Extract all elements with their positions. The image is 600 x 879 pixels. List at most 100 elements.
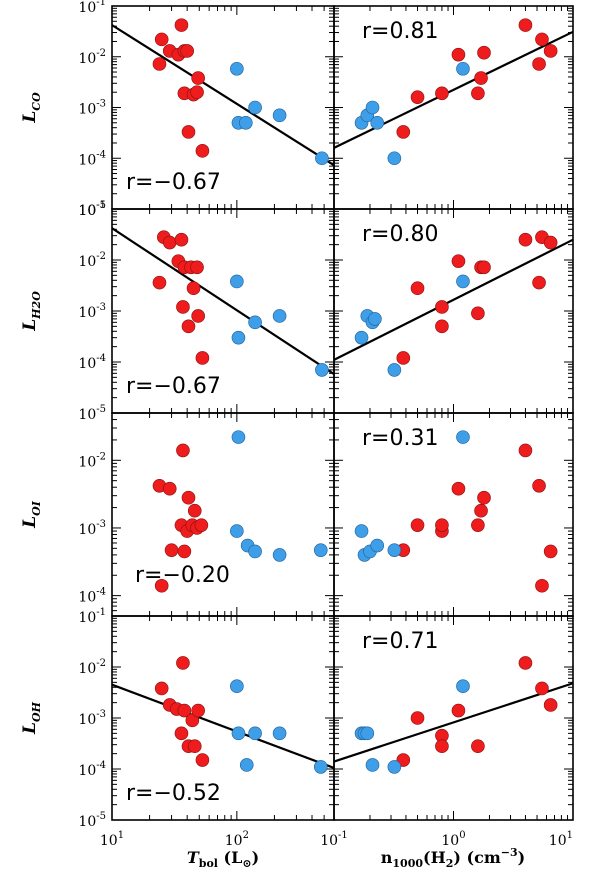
point-blue [231,726,246,741]
ytick-label: 10-5 [78,811,106,830]
point-red [471,518,485,532]
point-red [532,478,546,493]
point-blue [272,108,287,123]
panel-oh-right: r=0.71 10-1 100 101 [320,615,574,849]
point-red [176,443,190,458]
ytick-label: 10-4 [78,760,106,779]
point-blue [370,538,385,553]
point-blue [272,726,287,741]
point-red [435,86,449,101]
point-red [180,44,194,58]
point-red [154,681,169,696]
point-red [154,32,169,47]
point-red [195,144,210,158]
point-blue [370,115,385,130]
ytick-label: 10-3 [78,302,106,321]
point-blue [456,679,470,694]
panel-h2o-right: r=0.80 [333,208,574,414]
ytick-label: 10-4 [78,587,106,606]
point-red [154,578,169,593]
point-blue [360,726,375,741]
point-red [162,235,177,250]
ytick-label: 10-4 [78,353,106,372]
point-red [177,544,192,559]
xlabel-right: n1000(H2) (cm−3) [381,846,525,870]
point-blue [313,543,328,557]
point-blue [315,151,329,166]
point-red [471,86,485,101]
point-red [451,254,466,268]
point-red [174,18,189,32]
point-blue [248,544,262,559]
point-red [396,351,411,365]
point-red [410,711,425,725]
point-blue [456,61,470,76]
point-blue [239,115,253,130]
point-red [518,443,533,458]
correlation-label: r=−0.67 [126,374,221,399]
correlation-label: r=−0.67 [126,170,221,195]
point-red [187,503,202,518]
panel-co-right: r=0.81 [333,5,574,210]
correlation-label: r=0.71 [362,629,438,654]
point-blue [456,274,470,289]
point-blue [230,679,244,694]
ylabel-oi: LOI [20,500,43,529]
xtick-label: 101 [549,830,573,849]
point-blue [272,309,287,323]
point-blue [368,312,382,326]
correlation-label: r=0.31 [362,426,438,451]
point-red [410,281,425,295]
point-red [410,518,425,532]
ytick-label: 10-5 [78,200,106,219]
point-blue [387,363,402,377]
point-blue [248,315,262,330]
ytick-label: 10-5 [78,404,106,423]
point-red [543,698,558,712]
point-red [435,739,449,753]
correlation-label: r=0.81 [362,19,438,44]
point-red [176,656,190,670]
xlabel-left: Tbol (L⊙) [187,848,259,870]
xtick-label: 10-1 [320,830,348,849]
point-red [535,578,549,593]
point-blue [456,430,470,444]
point-red [543,44,558,58]
point-blue [315,363,329,377]
point-red [191,71,205,85]
point-blue [230,524,244,538]
point-red [174,232,189,247]
xtick-label: 101 [100,830,124,849]
point-red [152,275,167,290]
point-red [543,544,558,559]
point-red [518,232,533,247]
ylabel-co: LCO [20,92,43,124]
ytick-label: 10-1 [78,607,106,626]
point-blue [387,760,402,774]
point-red [191,703,205,718]
point-red [191,309,205,323]
point-red [174,726,189,741]
point-red [543,235,558,250]
point-red [451,703,466,718]
ytick-label: 10-2 [78,658,106,677]
point-red [176,300,190,314]
point-red [535,32,549,47]
point-red [181,319,196,334]
point-red [177,703,192,718]
point-red [477,45,491,60]
ytick-label: 10-2 [78,48,106,67]
point-red [164,543,179,557]
panel-h2o-left: r=−0.67 10-1 10-2 10-3 10-4 10-5 [78,200,335,423]
point-red [451,47,466,62]
xtick-label: 100 [441,830,465,849]
ytick-label: 10-3 [78,99,106,118]
point-blue [365,100,380,115]
ylabel-oh: LOH [20,701,43,735]
xtick-label: 102 [225,830,249,849]
point-red [532,275,546,290]
point-red [474,503,488,518]
point-red [474,71,488,85]
